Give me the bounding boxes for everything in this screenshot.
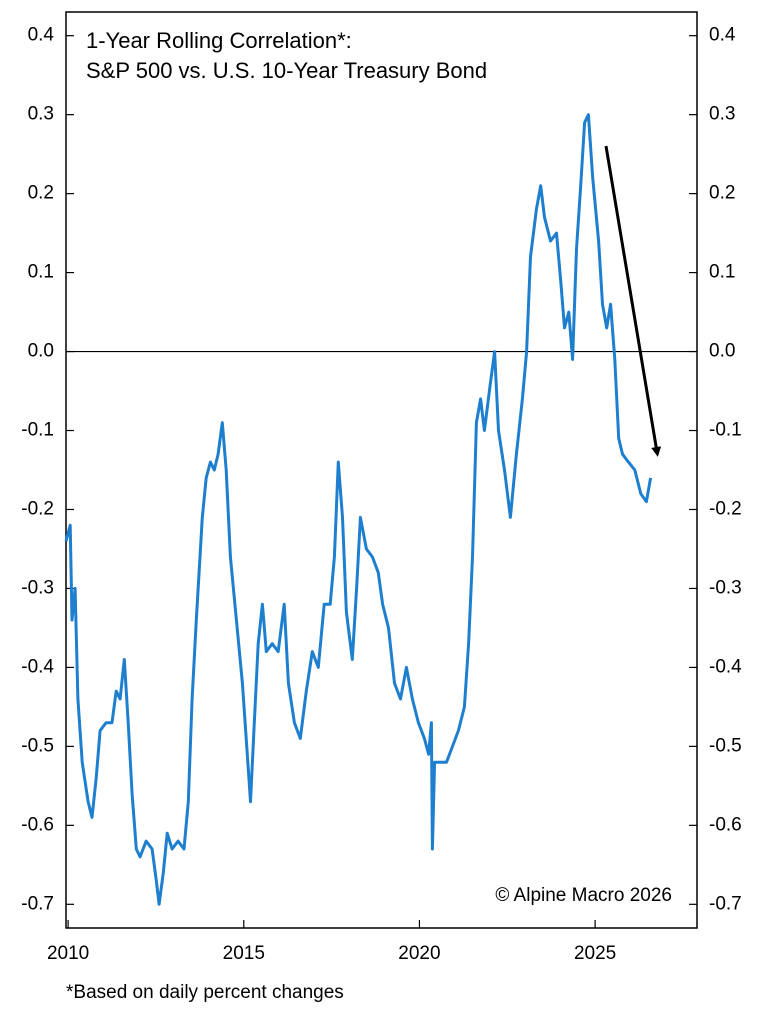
chart-title: 1-Year Rolling Correlation*: [86,28,352,53]
data-line [64,113,653,906]
y2-tick-label: 0.3 [709,104,735,125]
y2-tick-label: -0.5 [709,735,742,756]
y-tick-label: -0.6 [21,814,54,835]
y-tick-label: -0.4 [21,656,54,677]
x-tick-label: 2020 [398,943,440,964]
y2-tick-label: 0.4 [709,25,736,46]
y2-tick-label: -0.1 [709,420,742,441]
trend-arrow [604,145,662,457]
y-tick-label: -0.2 [21,498,54,519]
y-tick-label: -0.7 [21,893,54,914]
y2-tick-label: 0.0 [709,341,735,362]
plot-frame [65,11,698,929]
y-tick-label: 0.2 [28,183,54,204]
y2-tick-label: -0.2 [709,498,742,519]
y2-tick-label: 0.2 [709,183,735,204]
y2-tick-label: -0.7 [709,893,742,914]
y2-tick-label: -0.4 [709,656,742,677]
chart-title: S&P 500 vs. U.S. 10-Year Treasury Bond [86,58,487,83]
y2-tick-label: -0.3 [709,577,742,598]
y-tick-label: -0.3 [21,577,54,598]
y2-tick-label: -0.6 [709,814,742,835]
y-tick-label: 0.0 [28,341,54,362]
x-tick-label: 2010 [47,943,89,964]
y-tick-label: -0.5 [21,735,54,756]
y-tick-label: 0.3 [28,104,54,125]
x-tick-label: 2015 [223,943,265,964]
x-tick-label: 2025 [574,943,616,964]
y-tick-label: -0.1 [21,420,54,441]
y2-tick-label: 0.1 [709,262,735,283]
footnote: *Based on daily percent changes [66,982,344,1003]
annotation: © Alpine Macro 2026 [495,885,672,906]
y-tick-label: 0.1 [28,262,54,283]
y-tick-label: 0.4 [28,25,55,46]
